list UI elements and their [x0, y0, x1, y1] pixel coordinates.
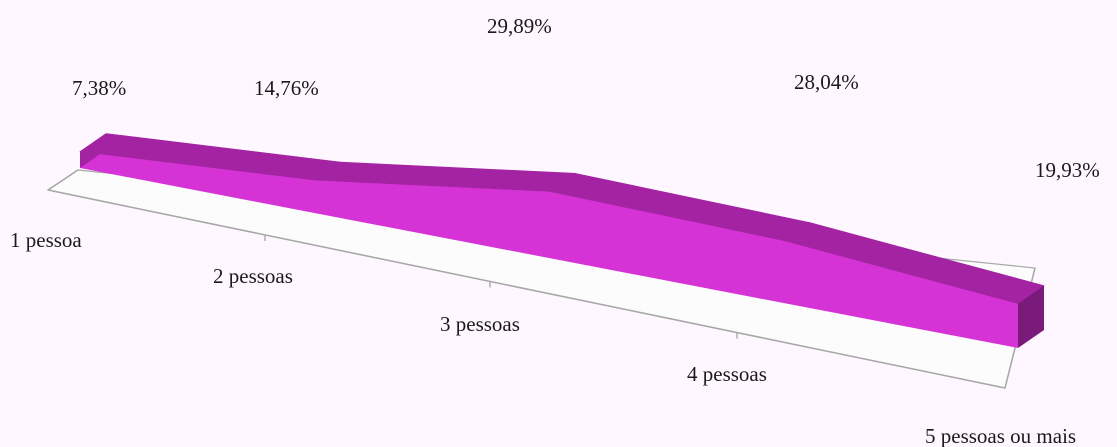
- data-label: 28,04%: [794, 70, 859, 94]
- data-label: 14,76%: [254, 76, 319, 100]
- data-label: 19,93%: [1035, 158, 1100, 182]
- category-label: 4 pessoas: [687, 362, 767, 386]
- axis-depth-left: [47, 169, 79, 191]
- category-label: 1 pessoa: [10, 228, 82, 252]
- category-label: 2 pessoas: [213, 264, 293, 288]
- category-labels: 1 pessoa 2 pessoas 3 pessoas 4 pessoas 5 pes…: [10, 228, 1076, 447]
- area-left-cap: [80, 133, 106, 168]
- data-labels: 7,38% 14,76% 29,89% 28,04% 19,93%: [72, 14, 1100, 182]
- area-top-faces: [79, 133, 1045, 304]
- category-label: 3 pessoas: [440, 312, 520, 336]
- axis-ticks: [264, 234, 738, 339]
- area-right-face: [1018, 285, 1044, 348]
- category-axis: [47, 189, 1006, 389]
- data-label: 7,38%: [72, 76, 126, 100]
- data-label: 29,89%: [487, 14, 552, 38]
- area-front-face: [80, 151, 1018, 348]
- category-label: 5 pessoas ou mais: [925, 424, 1076, 447]
